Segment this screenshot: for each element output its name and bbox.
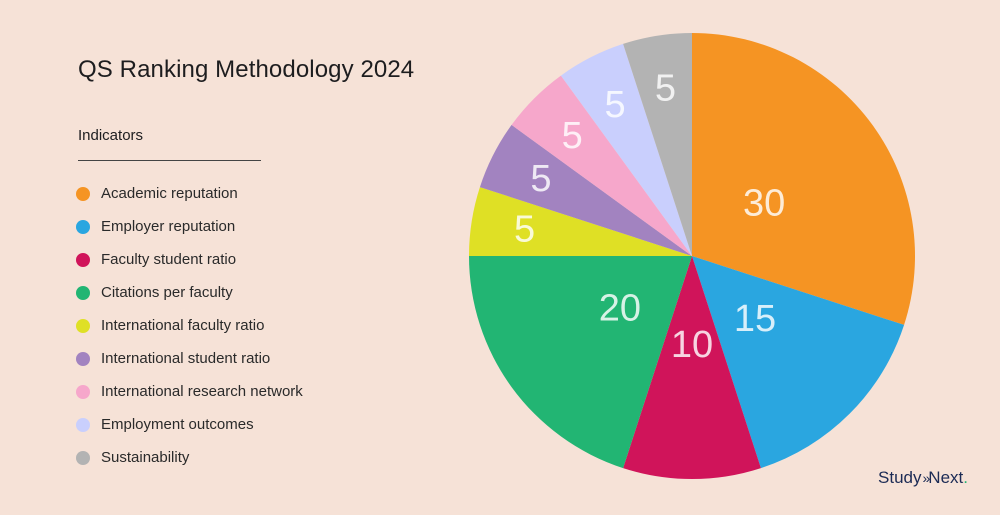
legend-swatch	[76, 417, 90, 432]
pie-slice	[469, 187, 692, 256]
legend-item: International research network	[76, 375, 303, 408]
legend-label: Employer reputation	[101, 218, 236, 235]
brand-word-next: Next	[928, 468, 964, 487]
slice-value-label: 5	[655, 68, 676, 110]
slice-value-label: 30	[743, 183, 785, 225]
legend-label: Employment outcomes	[101, 416, 254, 433]
legend-swatch	[76, 285, 90, 300]
legend: Academic reputation Employer reputation Fa…	[76, 177, 303, 474]
chart-title: QS Ranking Methodology 2024	[78, 56, 415, 83]
legend-label: International student ratio	[101, 350, 271, 367]
pie-slice	[511, 75, 692, 257]
pie-slice	[479, 124, 692, 256]
legend-label: Academic reputation	[101, 185, 238, 202]
legend-swatch	[76, 219, 90, 234]
legend-label: Faculty student ratio	[101, 251, 237, 268]
legend-item: Employment outcomes	[76, 408, 303, 441]
pie-slice	[692, 256, 905, 469]
legend-swatch	[76, 318, 90, 333]
legend-label: Citations per faculty	[101, 284, 233, 301]
legend-swatch	[76, 384, 90, 399]
legend-item: International student ratio	[76, 342, 303, 375]
brand-logo: Study » Next .	[878, 468, 968, 488]
brand-word-study: Study	[878, 468, 922, 487]
legend-swatch	[76, 186, 90, 201]
pie-slice	[560, 43, 692, 256]
slice-value-label: 20	[599, 287, 641, 329]
pie-slice	[469, 256, 692, 469]
legend-item: International faculty ratio	[76, 309, 303, 342]
legend-swatch	[76, 252, 90, 267]
slice-value-label: 5	[604, 84, 625, 126]
legend-swatch	[76, 351, 90, 366]
legend-item: Academic reputation	[76, 177, 303, 210]
pie-slice	[623, 33, 692, 256]
legend-label: International research network	[101, 383, 303, 400]
slice-value-label: 10	[671, 324, 713, 366]
brand-dot: .	[963, 468, 968, 487]
legend-heading: Indicators	[78, 127, 144, 144]
chevron-right-icon: »	[922, 470, 931, 486]
legend-swatch	[76, 450, 90, 465]
legend-item: Citations per faculty	[76, 276, 303, 309]
slice-value-label: 5	[530, 158, 551, 200]
slice-value-label: 5	[514, 208, 535, 250]
legend-label: Sustainability	[101, 449, 190, 466]
pie-slice	[623, 256, 761, 480]
legend-item: Faculty student ratio	[76, 243, 303, 276]
legend-item: Sustainability	[76, 441, 303, 474]
slice-value-label: 15	[734, 298, 776, 340]
legend-item: Employer reputation	[76, 210, 303, 243]
legend-label: International faculty ratio	[101, 317, 265, 334]
legend-divider	[78, 160, 261, 161]
slice-value-label: 5	[562, 115, 583, 157]
pie-slice	[692, 33, 916, 325]
